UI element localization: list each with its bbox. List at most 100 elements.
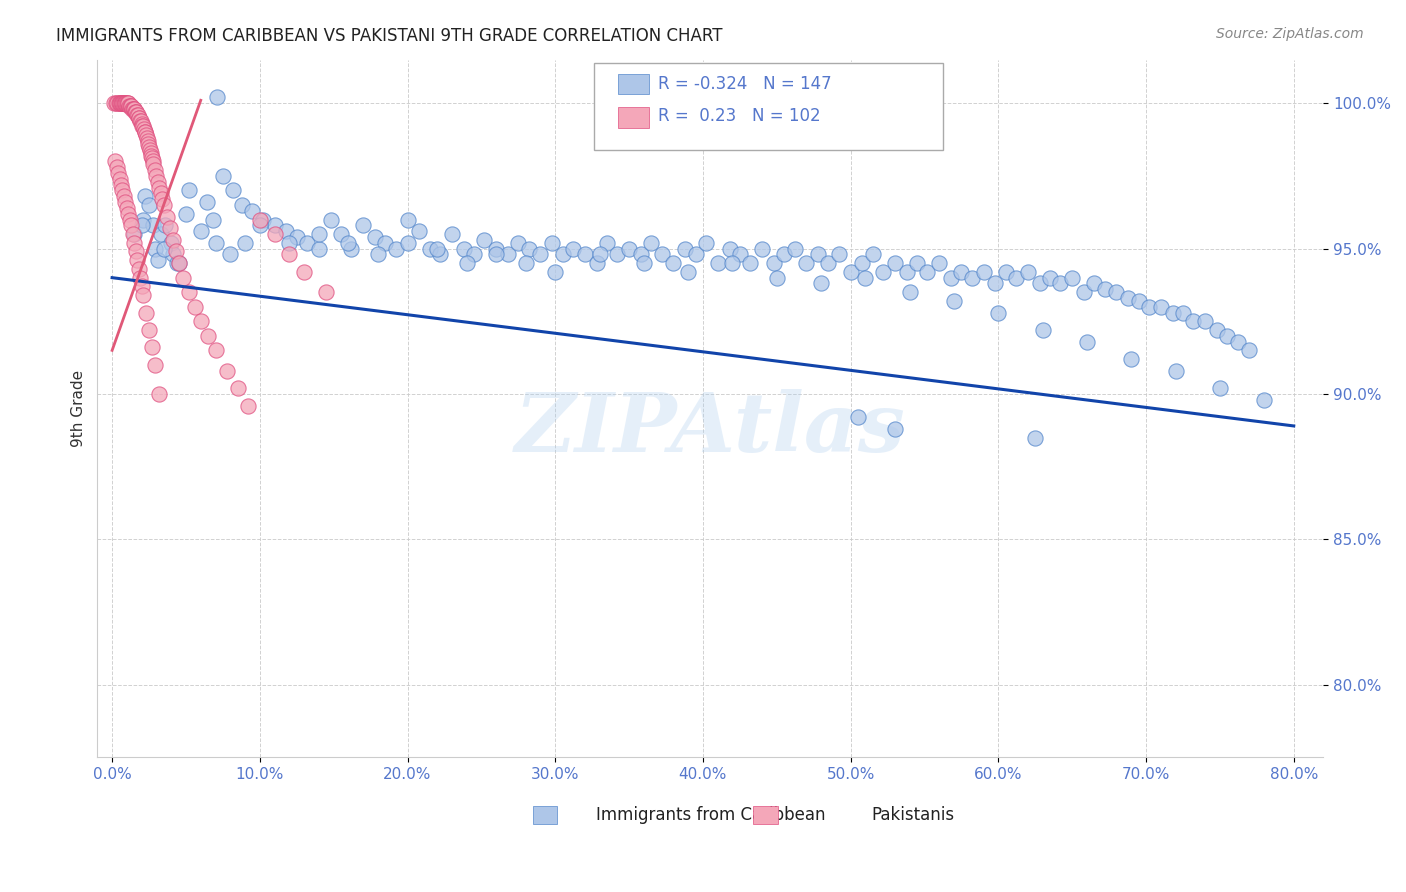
Point <box>124 102 146 116</box>
Point <box>156 210 179 224</box>
Point <box>987 305 1010 319</box>
Point <box>148 387 170 401</box>
Point <box>131 219 153 233</box>
Point <box>129 113 152 128</box>
Point <box>695 235 717 250</box>
Point <box>114 195 136 210</box>
Point <box>515 256 537 270</box>
Point <box>551 247 574 261</box>
Point <box>651 247 673 261</box>
Point <box>249 219 271 233</box>
Point <box>1182 314 1205 328</box>
Point <box>127 253 149 268</box>
Point <box>121 102 143 116</box>
Point <box>117 96 139 111</box>
Point <box>762 256 785 270</box>
Point <box>453 242 475 256</box>
Point <box>118 99 141 113</box>
Point <box>134 125 156 139</box>
Point <box>141 152 163 166</box>
Point <box>184 300 207 314</box>
Point <box>149 186 172 201</box>
Point <box>107 166 129 180</box>
Point <box>950 265 973 279</box>
Point <box>862 247 884 261</box>
Point <box>236 399 259 413</box>
Point <box>1005 270 1028 285</box>
Point <box>177 285 200 300</box>
Point <box>278 235 301 250</box>
Point <box>633 256 655 270</box>
Point <box>807 247 830 261</box>
Point <box>117 96 139 111</box>
Point <box>596 235 619 250</box>
Point <box>110 178 132 192</box>
Point <box>839 265 862 279</box>
Point <box>132 288 155 302</box>
Point <box>855 270 877 285</box>
Point <box>120 99 142 113</box>
Text: R =  0.23   N = 102: R = 0.23 N = 102 <box>658 107 820 125</box>
Point <box>794 256 817 270</box>
Point <box>136 134 159 148</box>
Point <box>143 358 166 372</box>
Point <box>139 143 162 157</box>
Point <box>117 207 139 221</box>
Point <box>1017 265 1039 279</box>
Point <box>160 235 183 250</box>
Point <box>112 96 135 111</box>
Point <box>141 341 163 355</box>
Point <box>588 247 610 261</box>
Point <box>141 148 163 162</box>
Point <box>104 96 127 111</box>
Point <box>115 201 138 215</box>
Point <box>851 256 873 270</box>
Text: R = -0.324   N = 147: R = -0.324 N = 147 <box>658 75 831 93</box>
Point <box>195 195 218 210</box>
Point <box>217 364 239 378</box>
Point <box>285 230 308 244</box>
Point <box>419 242 441 256</box>
Point <box>1032 323 1054 337</box>
Point <box>352 219 374 233</box>
Point <box>159 221 181 235</box>
Point <box>165 244 187 259</box>
Point <box>544 265 567 279</box>
Point <box>617 242 640 256</box>
Point <box>142 219 165 233</box>
Point <box>408 224 430 238</box>
Point <box>204 343 226 358</box>
Point <box>585 256 607 270</box>
Point <box>905 256 928 270</box>
Point <box>884 422 907 436</box>
Point <box>456 256 478 270</box>
Point <box>278 247 301 261</box>
Point <box>721 256 744 270</box>
Point <box>145 169 167 183</box>
Point <box>1161 305 1184 319</box>
Point <box>1226 334 1249 349</box>
Point <box>110 96 132 111</box>
Point <box>136 136 159 151</box>
Point <box>928 256 950 270</box>
Point <box>384 242 406 256</box>
Point <box>640 235 662 250</box>
FancyBboxPatch shape <box>619 73 650 95</box>
Point <box>1171 305 1194 319</box>
Point <box>146 175 169 189</box>
Point <box>740 256 762 270</box>
Point <box>973 265 995 279</box>
Point <box>718 242 741 256</box>
Point <box>115 96 138 111</box>
Point <box>212 169 235 183</box>
Point <box>1024 431 1046 445</box>
Point <box>751 242 773 256</box>
Point <box>131 117 153 131</box>
Point <box>898 285 921 300</box>
Point <box>496 247 519 261</box>
Point <box>142 154 165 169</box>
Point <box>129 113 152 128</box>
Point <box>1116 291 1139 305</box>
Point <box>1105 285 1128 300</box>
Point <box>1073 285 1095 300</box>
